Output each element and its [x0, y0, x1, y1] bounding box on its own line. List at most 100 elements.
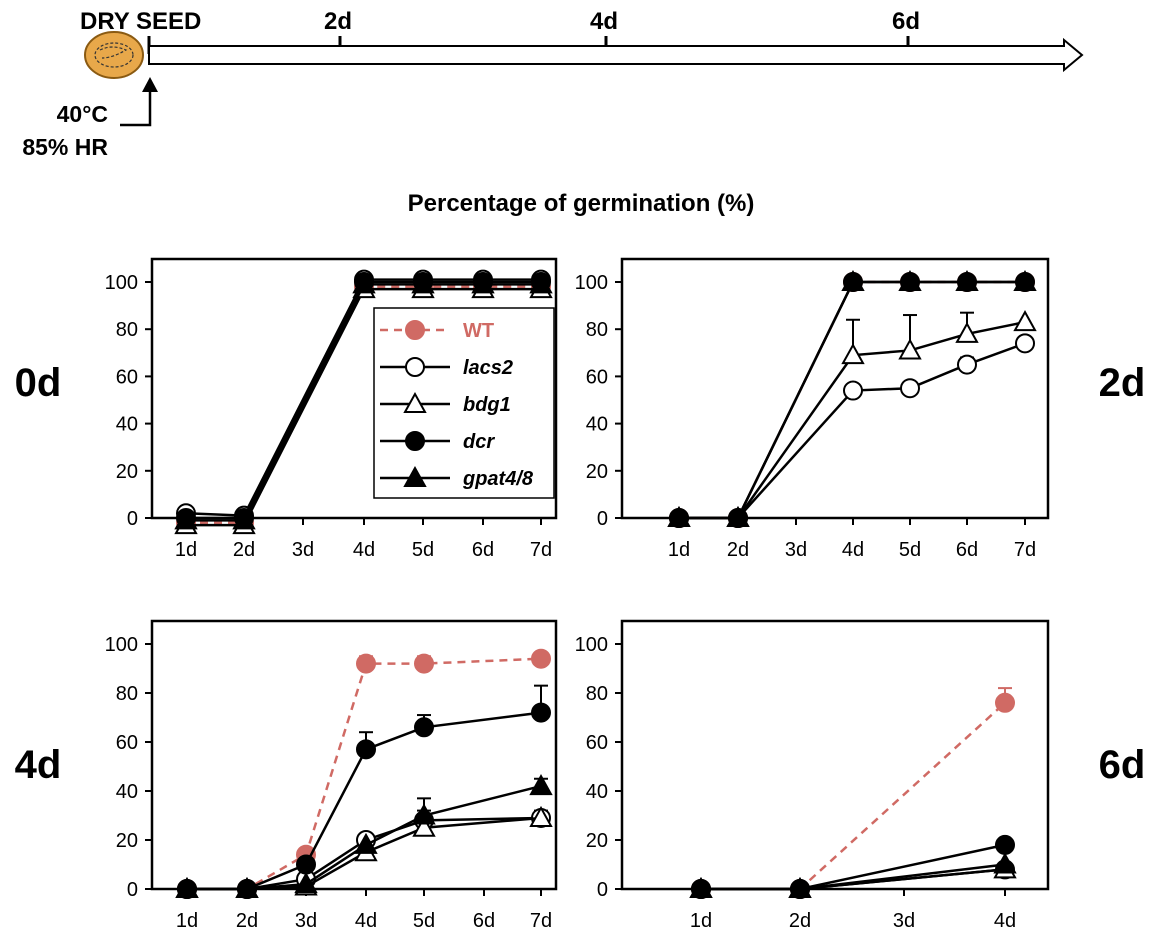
y-tick-label: 80 [586, 683, 608, 705]
series-line [701, 868, 1006, 891]
data-point [352, 272, 376, 294]
x-tick-label: 7d [1014, 539, 1036, 561]
data-point [237, 879, 257, 899]
timeline-mark: 6d [892, 8, 920, 35]
y-tick-label: 100 [105, 272, 138, 294]
chart-panel-6d: 0 20 40 60 80 100 1d 2d 3d 4d [575, 619, 1050, 932]
series-wt [691, 687, 1015, 899]
data-point [728, 508, 748, 528]
x-tick-label: 2d [727, 539, 749, 561]
series-line [186, 287, 541, 527]
series-line [701, 868, 1006, 891]
data-point [232, 508, 256, 530]
plot-frame [620, 619, 1050, 891]
x-tick-label: 2d [236, 910, 258, 932]
x-tick-label: 6d [472, 539, 494, 561]
timeline-arrow [148, 37, 1084, 73]
x-tick-label: 2d [789, 910, 811, 932]
timeline-start-label: DRY SEED [80, 8, 201, 35]
series-gpat4-8 [689, 852, 1017, 898]
y-tick-label: 20 [116, 830, 138, 852]
x-tick-label: 1d [175, 539, 197, 561]
data-point [955, 321, 979, 343]
y-tick-label: 20 [586, 461, 608, 483]
chart-panel-4d: 0 20 40 60 80 100 1d 2d 3d 4d 5d 6d 7d [105, 619, 558, 932]
x-tick-label: 3d [785, 539, 807, 561]
y-tick-label: 100 [575, 634, 608, 656]
y-tick-label: 100 [575, 272, 608, 294]
data-point [354, 832, 378, 854]
y-tick-label: 0 [597, 879, 608, 901]
y-tick-label: 0 [127, 508, 138, 530]
data-point [1015, 272, 1035, 292]
data-point [531, 648, 551, 669]
y-tick-label: 0 [127, 879, 138, 901]
data-point [356, 739, 376, 760]
data-point [993, 852, 1017, 874]
data-point [790, 879, 810, 899]
legend-marker [405, 320, 425, 340]
data-point [841, 343, 865, 365]
y-tick-label: 60 [586, 366, 608, 388]
x-tick-label: 1d [690, 910, 712, 932]
x-tick-label: 4d [353, 539, 375, 561]
seed-embryo-curl-icon [99, 46, 128, 59]
seed-embryo-icon [94, 42, 134, 68]
legend-label: bdg1 [463, 394, 511, 416]
legend-marker [403, 465, 427, 487]
y-tick-label: 60 [116, 366, 138, 388]
data-point [412, 815, 436, 837]
y-tick-label: 0 [597, 508, 608, 530]
chart-panel-2d: 0 20 40 60 80 100 1d 2d 3d 4d 5d 6d 7d [575, 257, 1050, 561]
data-point [957, 272, 977, 292]
series-bdg1 [667, 310, 1037, 527]
data-point [294, 872, 318, 894]
timeline-mark: 2d [324, 8, 352, 35]
data-point [412, 803, 436, 825]
treatment-arrow-head-icon [142, 77, 158, 92]
legend-label: WT [463, 320, 494, 342]
series-gpat4-8 [174, 272, 553, 530]
y-tick-label: 40 [116, 414, 138, 436]
series-line [187, 711, 542, 891]
legend-label: dcr [463, 431, 495, 453]
data-point [957, 354, 977, 375]
x-tick-label: 3d [292, 539, 314, 561]
plot-frame [150, 619, 558, 891]
treatment-arrow [120, 88, 152, 127]
data-point [691, 879, 711, 899]
y-tick-label: 60 [586, 732, 608, 754]
x-tick-label: 7d [530, 910, 552, 932]
data-point [471, 272, 495, 294]
panel-label: 6d [1099, 743, 1146, 787]
legend-marker [403, 391, 427, 413]
data-point [900, 272, 920, 292]
y-tick-label: 40 [586, 781, 608, 803]
x-tick-label: 3d [893, 910, 915, 932]
series-dcr [669, 272, 1035, 528]
series-dcr [177, 684, 551, 899]
y-tick-label: 40 [586, 414, 608, 436]
data-point [414, 653, 434, 674]
panel-label: 4d [15, 743, 62, 787]
legend-label: gpat4/8 [462, 468, 534, 490]
y-tick-label: 40 [116, 781, 138, 803]
series-line [186, 283, 541, 522]
data-point [843, 272, 863, 292]
x-tick-label: 6d [956, 539, 978, 561]
legend-label: lacs2 [463, 357, 513, 379]
series-line [701, 701, 1006, 891]
y-tick-label: 20 [586, 830, 608, 852]
panel-label: 2d [1099, 361, 1146, 405]
y-tick-label: 80 [116, 683, 138, 705]
plot-frame [620, 257, 1050, 520]
x-tick-label: 4d [842, 539, 864, 561]
data-point [174, 508, 198, 530]
data-point [898, 338, 922, 360]
data-point [177, 879, 197, 899]
timeline: DRY SEED 2d 4d 6d 40°C 85% HR [22, 8, 1084, 160]
x-tick-label: 5d [412, 539, 434, 561]
x-tick-label: 2d [233, 539, 255, 561]
x-tick-label: 1d [176, 910, 198, 932]
